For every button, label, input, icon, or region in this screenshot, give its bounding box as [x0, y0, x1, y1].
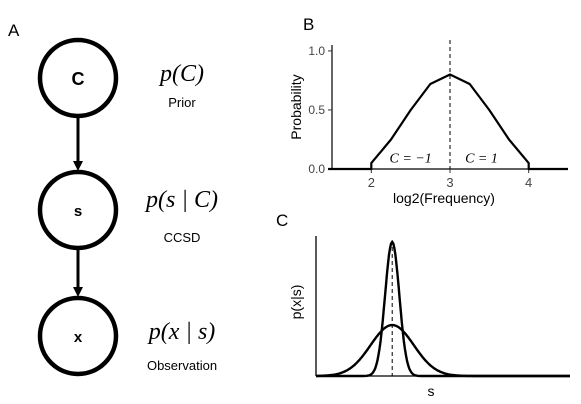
region-annotation: C = 1	[465, 151, 498, 166]
caption-ccsd: CCSD	[164, 230, 201, 245]
y-axis-label: p(x|s)	[288, 285, 304, 320]
caption-prior: Prior	[168, 95, 196, 110]
y-axis-label: Probability	[288, 74, 304, 139]
node-x-label: x	[74, 329, 83, 346]
chart-c: s p(x|s)	[288, 236, 571, 399]
formula-ccsd: p(s | C)	[144, 187, 218, 213]
x-tick-label: 3	[446, 175, 453, 190]
node-c-label: C	[72, 69, 85, 89]
x-axis-label: s	[428, 383, 435, 399]
caption-observation: Observation	[147, 358, 217, 373]
x-axis-label: log2(Frequency)	[393, 190, 495, 206]
chart-b: 0.0 0.5 1.0 2 3 4 C = −1 C = 1 log2(Frequency) Pr…	[288, 40, 568, 206]
x-tick-label: 2	[368, 175, 375, 190]
node-s-label: s	[74, 203, 82, 220]
narrow-curve	[315, 240, 571, 378]
x-tick-label: 4	[525, 175, 532, 190]
graphical-model: C s x p(C) Prior p(s | C) CCSD p(x | s) …	[37, 37, 218, 377]
y-tick-label: 0.5	[308, 103, 325, 117]
y-tick-label: 0.0	[308, 162, 325, 176]
wide-curve	[315, 323, 571, 378]
panel-label-c: C	[276, 211, 288, 230]
series-line	[328, 73, 568, 171]
y-tick-label: 1.0	[308, 44, 325, 58]
region-annotation: C = −1	[390, 151, 432, 166]
panel-label-b: B	[303, 15, 314, 34]
formula-observation: p(x | s)	[147, 319, 216, 345]
node-x-circle	[37, 295, 119, 377]
formula-prior: p(C)	[158, 61, 204, 87]
panel-label-a: A	[8, 21, 20, 40]
